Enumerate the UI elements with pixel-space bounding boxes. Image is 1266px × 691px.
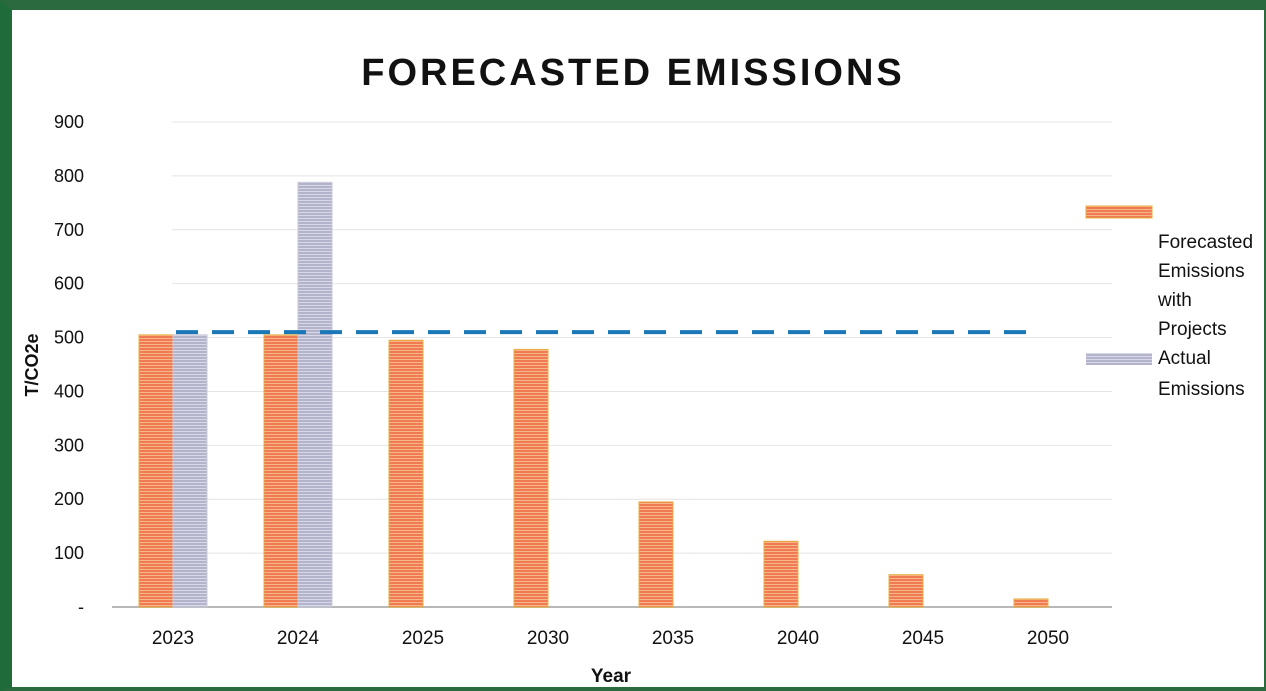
bar-forecasted [888, 574, 924, 608]
legend-label: Forecasted [1158, 232, 1253, 253]
bar-actual [172, 334, 208, 608]
y-tick-label: 600 [54, 274, 84, 294]
x-tick-label: 2024 [277, 628, 320, 649]
bar-forecasted [263, 334, 299, 608]
y-tick-label: 700 [54, 220, 84, 240]
legend-label: Emissions [1158, 379, 1245, 400]
x-axis-title: Year [591, 666, 632, 687]
y-tick-label: 500 [54, 328, 84, 348]
legend-swatch-forecasted [1085, 205, 1153, 219]
bar-actual [297, 181, 333, 608]
legend-label: with [1157, 290, 1192, 311]
bar-forecasted [513, 348, 549, 608]
x-tick-label: 2025 [402, 628, 444, 649]
y-tick-label: 300 [54, 435, 84, 455]
y-tick-label: - [78, 597, 84, 617]
x-tick-label: 2035 [652, 628, 694, 649]
y-axis-title: T/CO2e [22, 333, 42, 396]
legend-label: Projects [1158, 319, 1227, 340]
x-tick-label: 2045 [902, 628, 944, 649]
y-tick-label: 400 [54, 381, 84, 401]
bar-forecasted [388, 339, 424, 608]
legend-label: Emissions [1158, 261, 1245, 282]
x-tick-label: 2040 [777, 628, 819, 649]
legend-swatch-actual [1086, 353, 1152, 365]
y-tick-label: 100 [54, 543, 84, 563]
bar-forecasted [763, 540, 799, 608]
x-tick-label: 2050 [1027, 628, 1069, 649]
x-tick-label: 2023 [152, 628, 194, 649]
bar-forecasted [1013, 598, 1049, 608]
y-tick-label: 800 [54, 166, 84, 186]
bar-forecasted [638, 501, 674, 608]
y-tick-label: 200 [54, 489, 84, 509]
y-tick-label: 900 [54, 112, 84, 132]
bar-forecasted [138, 334, 174, 608]
legend-label: Actual [1158, 348, 1211, 369]
x-tick-label: 2030 [527, 628, 569, 649]
chart-title: FORECASTED EMISSIONS [361, 52, 905, 94]
